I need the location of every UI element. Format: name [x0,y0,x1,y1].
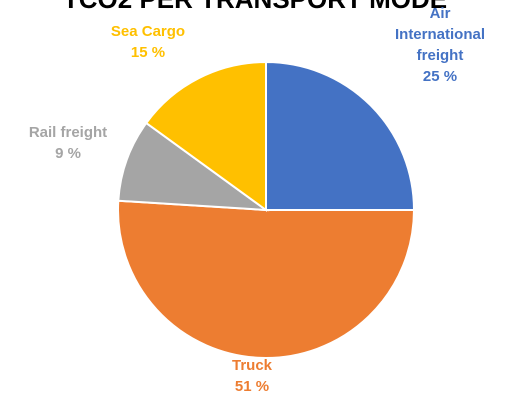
pie-slices [117,60,416,359]
slice-category-label: Truck [232,357,273,374]
slice-category-label: Sea Cargo [111,23,185,40]
slice-value-label: 51 % [235,378,269,395]
pie-slice-air-international-freight [265,60,416,211]
slice-label-group: Air International freight 25 % [395,5,485,85]
slice-value-label: 25 % [423,68,457,85]
pie-slice-sea-cargo [144,60,267,212]
slice-label-group: Sea Cargo 15 % [111,23,185,61]
slice-value-label: 15 % [131,44,165,61]
slice-value-label: 9 % [55,145,81,162]
slice-category-label: Rail freight [29,124,107,141]
pie-slice-rail-freight [117,121,270,212]
slice-category-label: Air [430,5,451,22]
chart-title: TCO2 PER TRANSPORT MODE [63,0,447,14]
slice-category-label: International [395,26,485,43]
slice-category-label: freight [417,47,464,64]
slice-label-group: Rail freight 9 % [29,124,107,162]
pie-labels: Air International freight 25 % Truck 51 % Rail… [29,5,485,395]
slice-label-group: Truck 51 % [232,357,273,395]
pie-slice-truck [117,199,416,359]
